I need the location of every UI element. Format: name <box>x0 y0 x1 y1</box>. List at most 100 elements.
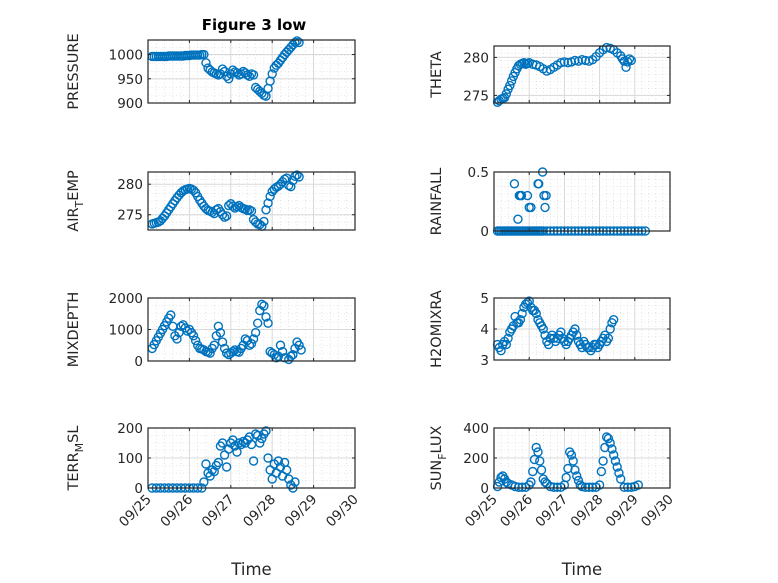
data-point <box>275 340 286 350</box>
y-label-subscript: T <box>73 200 86 208</box>
data-point <box>217 64 228 74</box>
y-tick-label: 1000 <box>109 48 143 64</box>
data-point <box>292 36 302 46</box>
data-point <box>228 346 238 357</box>
data-point <box>522 190 533 201</box>
data-point <box>209 466 219 477</box>
y-tick-label: 100 <box>117 451 143 467</box>
data-point <box>559 57 570 67</box>
y-axis-label: THETA <box>429 51 445 99</box>
data-point <box>603 333 614 343</box>
data-point <box>248 456 259 466</box>
data-point <box>213 457 224 468</box>
x-tick-label: 09/29 <box>282 492 321 531</box>
data-point <box>259 216 269 227</box>
figure-title: Figure 3 low <box>202 16 307 34</box>
data-point <box>563 463 573 474</box>
data-point <box>528 466 538 477</box>
data-point <box>556 327 566 337</box>
data-point <box>261 426 271 436</box>
y-label-main: RAINFALL <box>429 168 445 236</box>
data-point <box>608 450 619 460</box>
data-point <box>605 438 615 448</box>
y-label-subscript: M <box>73 443 86 453</box>
data-point <box>294 340 304 350</box>
data-point <box>219 212 230 222</box>
data-point <box>510 481 520 492</box>
y-tick-label: 5 <box>480 291 489 307</box>
axes-sun_flux: 0 200 400 SUNFLUX 09/2509/2609/2709/2809/290… <box>429 421 677 579</box>
data-point <box>257 299 267 309</box>
data-point <box>238 436 248 447</box>
axes-terr_msl: 0 100 200 TERRMSL 09/25 09/26 09/27 09/28 09/29 0… <box>66 421 362 579</box>
data-point <box>267 69 277 79</box>
data-point <box>166 310 176 320</box>
y-tick-label: 3 <box>480 353 489 369</box>
data-point <box>580 55 591 66</box>
data-point <box>566 450 577 460</box>
data-point <box>172 334 182 344</box>
data-point <box>501 339 512 350</box>
axes-air_temp: 275 280 AIRTEMP <box>66 170 356 232</box>
axes-box <box>493 171 671 232</box>
y-label-main: H2OMIXRA <box>429 290 445 368</box>
data-point <box>577 481 587 492</box>
y-axis-label: AIRTEMP <box>66 170 86 232</box>
x-tick-label: 09/25 <box>462 492 501 531</box>
data-point <box>232 447 242 457</box>
data-point <box>536 465 547 475</box>
data-point <box>624 54 635 64</box>
data-point <box>244 205 255 215</box>
data-point <box>505 80 515 91</box>
data-point <box>201 58 211 68</box>
data-point <box>580 482 591 492</box>
data-point <box>188 331 199 341</box>
y-tick-label: 275 <box>463 88 489 104</box>
data-point <box>244 71 255 82</box>
data-point <box>513 482 524 492</box>
data-point <box>273 456 284 466</box>
data-point <box>513 214 523 224</box>
data-point <box>515 315 526 325</box>
axes-box <box>147 171 356 231</box>
data-point <box>265 191 275 202</box>
y-axis-label: PRESSURE <box>66 33 82 109</box>
data-point <box>529 454 540 465</box>
axes-h2omixra: 3 4 5 H2OMIXRA <box>429 290 671 369</box>
x-tick-label: 09/27 <box>532 492 571 531</box>
data-point <box>213 321 224 332</box>
data-point <box>246 206 257 216</box>
x-tick-label: 09/29 <box>603 492 642 531</box>
data-point <box>263 453 273 463</box>
data-point <box>294 172 304 182</box>
y-axis-label: H2OMIXRA <box>429 290 445 368</box>
data-point <box>290 37 300 48</box>
data-point <box>619 56 629 66</box>
data-point <box>545 481 556 492</box>
data-point <box>279 353 290 363</box>
data-point <box>250 327 261 338</box>
data-point <box>176 321 186 332</box>
y-label-main: SUN <box>429 460 445 491</box>
y-tick-label: 275 <box>117 208 143 224</box>
data-point <box>572 330 582 340</box>
data-point <box>612 462 622 472</box>
y-tick-label: 4 <box>480 322 489 338</box>
data-point <box>575 480 585 490</box>
data-point <box>541 190 551 201</box>
y-label-main: THETA <box>429 51 445 99</box>
data-point <box>261 312 271 322</box>
y-label-main: PRESSURE <box>66 33 82 109</box>
data-point <box>221 462 232 472</box>
data-point <box>263 318 273 328</box>
x-axis-label: Time <box>561 560 602 579</box>
y-tick-label: 950 <box>117 72 143 88</box>
data-point <box>217 210 228 220</box>
data-point <box>190 335 201 346</box>
y-label-rest: LUX <box>429 425 445 453</box>
data-point <box>619 482 629 492</box>
axes-box <box>147 39 356 104</box>
data-point <box>605 324 615 334</box>
data-point <box>255 438 265 448</box>
data-point <box>524 296 534 306</box>
